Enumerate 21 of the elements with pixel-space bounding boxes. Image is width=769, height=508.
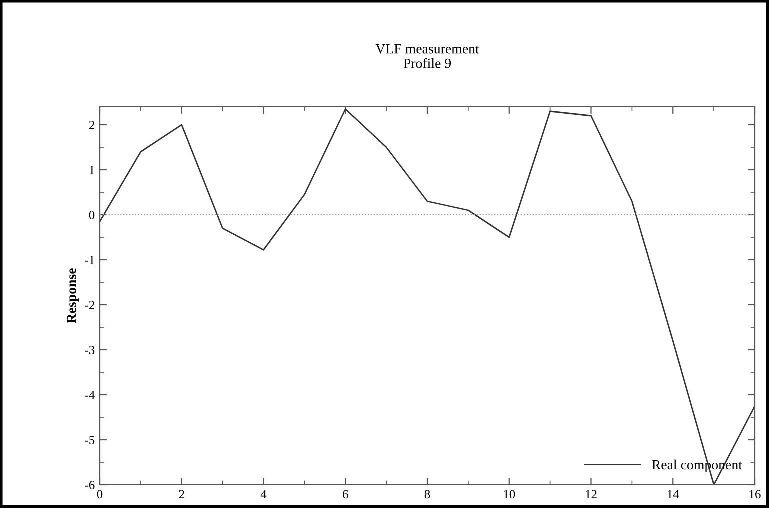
x-tick-label: 0 [97, 490, 103, 499]
y-tick-label: -5 [85, 436, 95, 444]
y-axis-title: Response [67, 268, 80, 324]
x-tick-label: 2 [179, 490, 184, 499]
y-tick-label: 1 [90, 166, 94, 174]
x-tick-label: 16 [750, 490, 761, 499]
x-tick-label: 4 [260, 490, 267, 499]
chart-title: VLF measurement Profile 9 [376, 44, 480, 68]
line-series [100, 108, 755, 485]
y-tick-label: -1 [85, 256, 94, 264]
y-tick-label: -3 [85, 346, 95, 354]
y-tick-label: -4 [85, 391, 95, 400]
y-tick-label: -6 [85, 481, 95, 490]
x-tick-label: 12 [586, 490, 597, 499]
y-tick-label: -2 [85, 301, 94, 310]
y-tick-label: 0 [89, 211, 95, 220]
y-tick-label: 2 [89, 121, 94, 130]
x-tick-label: 8 [424, 490, 430, 499]
x-tick-label: 6 [343, 490, 348, 499]
x-tick-label: 10 [504, 490, 516, 499]
x-tick-label: 14 [668, 490, 680, 499]
